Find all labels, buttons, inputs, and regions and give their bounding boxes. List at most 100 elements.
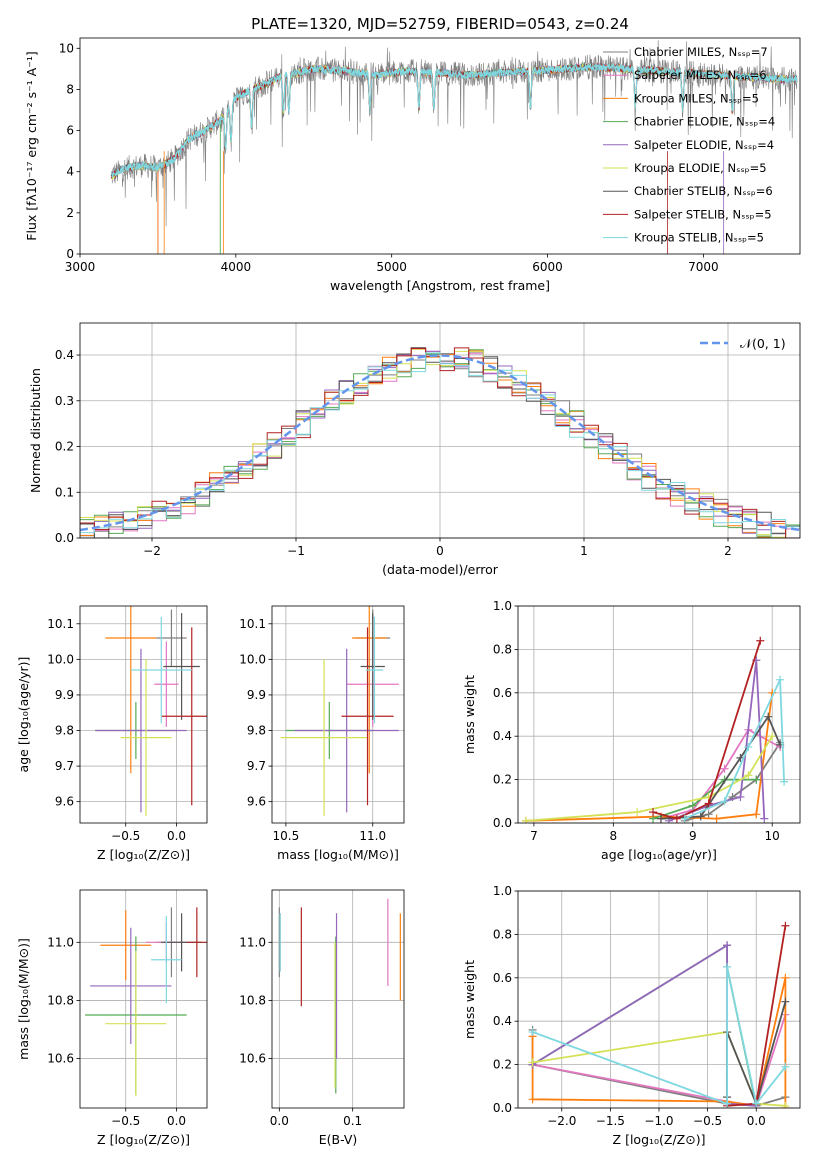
mass-weight-line	[668, 660, 766, 822]
y-tick-label: 0.2	[493, 1058, 512, 1072]
residual-histogram-line	[80, 352, 800, 538]
mass-weight-point	[723, 941, 732, 950]
x-tick-label: 7000	[688, 260, 719, 274]
x-tick-label: 8	[610, 829, 618, 843]
mass-weight-point	[720, 764, 729, 773]
y-axis-label: mass weight	[462, 675, 477, 754]
mass-weight-point	[764, 712, 773, 721]
panel-weight_vs_Z: −2.0 −1.5 −1.0 −0.5 0.0 0.0 0.2 0.4 0.6 0.8 1.0 Z […	[462, 884, 801, 1147]
x-tick-label: −2.0	[547, 1114, 576, 1128]
axes-frame	[79, 605, 208, 824]
legend-label: Chabrier STELIB, Nₛₛₚ=6	[634, 184, 773, 198]
x-tick-label: 0	[436, 544, 444, 558]
y-tick-label: 0.6	[493, 686, 512, 700]
mass-weight-point	[633, 808, 642, 817]
mass-weight-point	[712, 814, 721, 823]
y-axis-label: mass weight	[462, 960, 477, 1039]
x-tick-label: 1	[580, 544, 588, 558]
y-tick-label: 10	[59, 41, 74, 55]
legend-label: Chabrier MILES, Nₛₛₚ=7	[634, 45, 768, 59]
mass-weight-point	[723, 962, 732, 971]
y-tick-label: 10.1	[47, 617, 74, 631]
mass-weight-line	[532, 943, 758, 1106]
x-tick-label: −0.5	[111, 1114, 140, 1128]
x-tick-label: 10.5	[273, 829, 300, 843]
plot-area	[95, 606, 207, 816]
mass-weight-point	[736, 792, 745, 801]
x-tick-label: −1.5	[596, 1114, 625, 1128]
mass-weight-point	[781, 1101, 790, 1108]
y-tick-label: 9.9	[247, 688, 266, 702]
y-tick-label: 9.7	[247, 759, 266, 773]
y-tick-label: 0.0	[493, 816, 512, 830]
y-tick-label: 0.3	[55, 394, 74, 408]
x-tick-label: 11.0	[359, 829, 386, 843]
mass-weight-point	[781, 1062, 790, 1071]
y-tick-label: 0.4	[493, 729, 512, 743]
axes-frame	[271, 605, 405, 824]
y-tick-label: 1.0	[493, 884, 512, 898]
y-axis-label: Normed distribution	[28, 368, 43, 493]
y-tick-label: 10.8	[239, 993, 266, 1007]
plot-area	[521, 636, 789, 823]
y-tick-label: 0.1	[55, 485, 74, 499]
y-tick-label: 4	[66, 165, 74, 179]
y-tick-label: 0.8	[493, 642, 512, 656]
mass-weight-point	[723, 1099, 732, 1108]
x-axis-label: Z [log₁₀(Z/Z⊙)]	[97, 1132, 190, 1147]
y-tick-label: 0.2	[55, 440, 74, 454]
legend-label: Chabrier ELODIE, Nₛₛₚ=4	[634, 115, 775, 129]
mass-weight-point	[649, 808, 658, 817]
y-tick-label: 0.2	[493, 773, 512, 787]
x-axis-label: E(B-V)	[319, 1132, 358, 1147]
mass-weight-point	[696, 812, 705, 821]
panel-spectrum: 3000 4000 5000 6000 7000 0 2 4 6 8 10 wavelength [A…	[24, 37, 801, 293]
x-tick-label: 4000	[221, 260, 252, 274]
y-tick-label: 0.8	[493, 927, 512, 941]
plot-area	[80, 347, 800, 538]
y-tick-label: 10.6	[47, 1052, 74, 1066]
y-tick-label: 8	[66, 82, 74, 96]
mass-weight-point	[744, 743, 753, 752]
y-tick-label: 10.6	[239, 1052, 266, 1066]
x-tick-label: 0.0	[270, 1114, 289, 1128]
y-tick-label: 0.4	[493, 1014, 512, 1028]
mass-weight-point	[720, 797, 729, 806]
x-tick-label: 9	[689, 829, 697, 843]
mass-weight-point	[780, 777, 789, 786]
panel-mass_vs_ebv: 0.0 0.1 10.6 10.8 11.0 E(B-V)	[239, 889, 405, 1147]
mass-weight-point	[528, 1095, 537, 1104]
x-axis-label: wavelength [Angstrom, rest frame]	[330, 278, 550, 293]
x-tick-label: −0.5	[693, 1114, 722, 1128]
mass-weight-point	[528, 1028, 537, 1037]
x-tick-label: 6000	[532, 260, 563, 274]
mass-weight-point	[680, 814, 689, 823]
x-tick-label: 5000	[376, 260, 407, 274]
y-axis-label: age [log₁₀(age/yr)]	[16, 657, 31, 773]
y-tick-label: 1.0	[493, 599, 512, 613]
mass-weight-point	[781, 921, 790, 930]
mass-weight-point	[704, 799, 713, 808]
y-tick-label: 9.6	[55, 795, 74, 809]
y-tick-label: 10.8	[47, 993, 74, 1007]
mass-weight-point	[656, 814, 665, 823]
figure-title: PLATE=1320, MJD=52759, FIBERID=0543, z=0…	[251, 15, 629, 33]
mass-weight-point	[521, 816, 530, 823]
legend-label: Salpeter STELIB, Nₛₛₚ=5	[634, 207, 772, 221]
x-tick-label: −1.0	[644, 1114, 673, 1128]
mass-weight-point	[744, 771, 753, 780]
y-tick-label: 0	[66, 247, 74, 261]
legend-label: Kroupa ELODIE, Nₛₛₚ=5	[634, 161, 767, 175]
x-tick-label: −0.5	[111, 829, 140, 843]
y-tick-label: 11.0	[47, 935, 74, 949]
y-tick-label: 0.6	[493, 971, 512, 985]
x-tick-label: 3000	[65, 260, 96, 274]
mass-weight-point	[672, 814, 681, 823]
x-tick-label: 0.0	[167, 829, 186, 843]
x-tick-label: 10	[765, 829, 780, 843]
model-spectrum-line	[110, 62, 798, 178]
normal-curve-line	[80, 354, 800, 532]
legend: Chabrier MILES, Nₛₛₚ=7 Salpeter MILES, Nₛ…	[603, 45, 775, 245]
plot-area	[110, 40, 798, 254]
panel-age_vs_mass: 10.5 11.0 9.6 9.7 9.8 9.9 10.0 10.1 mass [log₁₀(…	[239, 605, 405, 862]
